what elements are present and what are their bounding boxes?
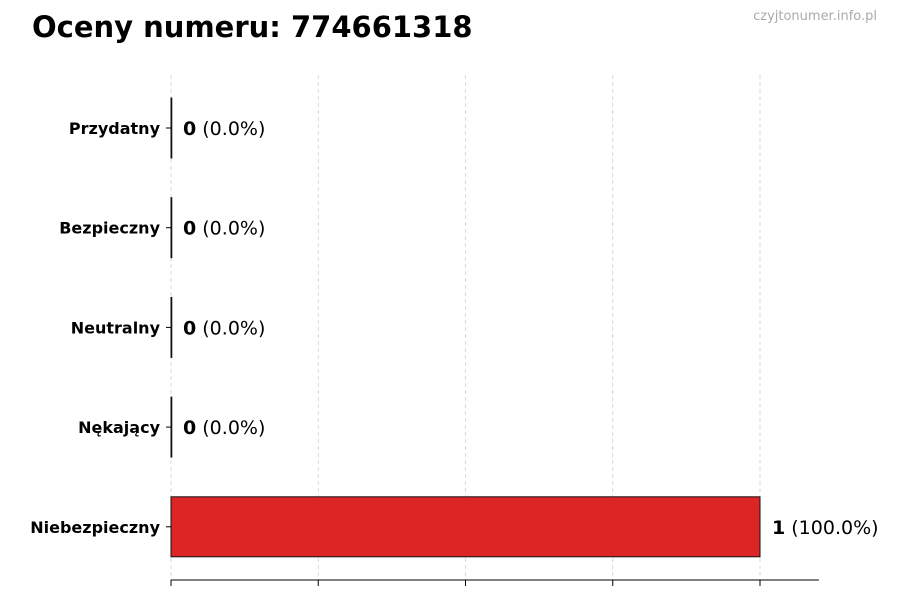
bar-neutralny: [170, 296, 173, 358]
data-label-count: 0: [183, 317, 196, 339]
category-label: Bezpieczny: [59, 219, 160, 238]
chart-title: Oceny numeru: 774661318: [32, 10, 473, 44]
bar-nękający: [170, 396, 173, 458]
bar-bezpieczny: [170, 197, 173, 259]
category-label: Przydatny: [69, 119, 161, 138]
data-label: 0 (0.0%): [183, 417, 265, 439]
data-label-count: 0: [183, 118, 196, 140]
data-label-count: 0: [183, 417, 196, 439]
category-label: Neutralny: [71, 318, 161, 337]
data-label-count: 1: [772, 517, 785, 539]
bar-przydatny: [170, 97, 173, 159]
category-label: Niebezpieczny: [30, 518, 160, 537]
data-label: 0 (0.0%): [183, 118, 265, 140]
bar-niebezpieczny: [170, 496, 761, 558]
data-label-percent: (0.0%): [196, 218, 265, 240]
data-label-percent: (0.0%): [196, 317, 265, 339]
data-label: 1 (100.0%): [772, 517, 879, 539]
category-label: Nękający: [78, 418, 160, 437]
data-label-percent: (0.0%): [196, 118, 265, 140]
data-label-count: 0: [183, 218, 196, 240]
data-label-percent: (0.0%): [196, 417, 265, 439]
data-label-percent: (100.0%): [785, 517, 878, 539]
data-label: 0 (0.0%): [183, 218, 265, 240]
watermark: czyjtonumer.info.pl: [753, 9, 877, 24]
data-label: 0 (0.0%): [183, 317, 265, 339]
